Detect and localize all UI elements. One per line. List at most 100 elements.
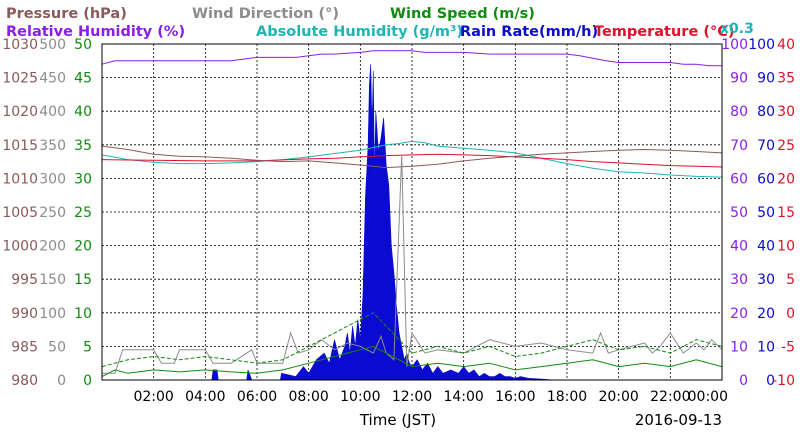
y-tick-temperature: 35 (777, 71, 795, 87)
rain-rate-series (102, 64, 722, 381)
y-tick-pressure: 1030 (2, 37, 38, 53)
y-tick-temperature: 10 (777, 239, 795, 255)
legend-relative-humidity: Relative Humidity (%) (6, 24, 185, 40)
y-tick-rain_rate: 70 (757, 138, 775, 154)
y-tick-humidity: 70 (730, 138, 748, 154)
series-line-1 (101, 140, 723, 178)
legend-absolute-humidity: Absolute Humidity (g/m³) (256, 24, 463, 40)
legend-rain-rate: Rain Rate(mm/h) (460, 24, 598, 40)
axes: 9809859909951000100510101015102010251030… (2, 37, 795, 405)
y-tick-wind_speed: 50 (74, 37, 92, 53)
legend: Pressure (hPa) Wind Direction (°) Wind S… (6, 6, 754, 40)
x-tick-label: 18:00 (547, 389, 587, 405)
x-tick-label: 22:00 (650, 389, 690, 405)
plot-border (101, 43, 723, 381)
x-tick-label: 10:00 (340, 389, 380, 405)
y-tick-rain_rate: 60 (757, 171, 775, 187)
y-tick-humidity: 100 (721, 37, 748, 53)
x-tick-label: 16:00 (495, 389, 535, 405)
y-tick-pressure: 1010 (2, 171, 38, 187)
y-tick-humidity: 90 (730, 71, 748, 87)
y-tick-wind_direction: 300 (39, 171, 66, 187)
y-tick-wind_direction: 50 (48, 339, 66, 355)
y-tick-pressure: 980 (11, 373, 38, 389)
y-tick-rain_rate: 100 (748, 37, 775, 53)
y-tick-wind_speed: 35 (74, 138, 92, 154)
y-tick-pressure: 995 (11, 272, 38, 288)
y-tick-rain_rate: 50 (757, 205, 775, 221)
series-lines (101, 50, 723, 378)
y-tick-pressure: 1005 (2, 205, 38, 221)
y-tick-temperature: 25 (777, 138, 795, 154)
x-tick-label: 06:00 (237, 389, 277, 405)
y-tick-humidity: 40 (730, 239, 748, 255)
y-tick-rain_rate: 80 (757, 104, 775, 120)
y-tick-wind_direction: 100 (39, 306, 66, 322)
y-tick-wind_speed: 45 (74, 71, 92, 87)
y-tick-wind_direction: 350 (39, 138, 66, 154)
legend-scale-note: x0.3 (720, 21, 754, 37)
y-tick-wind_speed: 5 (83, 339, 92, 355)
x-tick-label: 02:00 (133, 389, 173, 405)
x-tick-label: 14:00 (443, 389, 483, 405)
y-tick-wind_speed: 20 (74, 239, 92, 255)
y-tick-temperature: 30 (777, 104, 795, 120)
y-tick-wind_direction: 500 (39, 37, 66, 53)
legend-wind-speed: Wind Speed (m/s) (390, 6, 535, 22)
y-tick-temperature: 15 (777, 205, 795, 221)
y-tick-rain_rate: 20 (757, 306, 775, 322)
y-tick-pressure: 1020 (2, 104, 38, 120)
series-line-3 (101, 145, 723, 169)
y-tick-wind_direction: 450 (39, 71, 66, 87)
series-line-6 (101, 312, 723, 368)
y-tick-temperature: 20 (777, 171, 795, 187)
y-tick-humidity: 20 (730, 306, 748, 322)
y-tick-temperature: 40 (777, 37, 795, 53)
y-tick-rain_rate: 10 (757, 339, 775, 355)
x-tick-label: 04:00 (185, 389, 225, 405)
legend-pressure: Pressure (hPa) (6, 6, 127, 22)
series-line-0 (101, 50, 722, 67)
y-tick-temperature: 0 (786, 306, 795, 322)
series-line-4 (102, 154, 723, 374)
y-tick-pressure: 1025 (2, 71, 38, 87)
y-tick-wind_speed: 15 (74, 272, 92, 288)
rain-rate-area (102, 64, 722, 381)
y-tick-pressure: 1000 (2, 239, 38, 255)
y-tick-humidity: 60 (730, 171, 748, 187)
y-tick-pressure: 985 (11, 339, 38, 355)
y-tick-wind_direction: 200 (39, 239, 66, 255)
y-tick-wind_speed: 10 (74, 306, 92, 322)
series-line-2 (101, 153, 723, 168)
y-tick-wind_direction: 0 (57, 373, 66, 389)
y-tick-temperature: 5 (786, 272, 795, 288)
y-tick-humidity: 10 (730, 339, 748, 355)
series-line-5 (101, 345, 723, 378)
y-tick-wind_speed: 25 (74, 205, 92, 221)
y-tick-rain_rate: 30 (757, 272, 775, 288)
y-tick-pressure: 1015 (2, 138, 38, 154)
x-tick-label: 12:00 (392, 389, 432, 405)
y-tick-temperature: -10 (772, 373, 795, 389)
x-tick-label: 08:00 (288, 389, 328, 405)
grid (102, 44, 722, 380)
y-tick-rain_rate: 0 (766, 373, 775, 389)
y-tick-humidity: 80 (730, 104, 748, 120)
y-tick-humidity: 50 (730, 205, 748, 221)
y-tick-wind_direction: 150 (39, 272, 66, 288)
plot-frame (101, 43, 723, 381)
y-tick-wind_speed: 30 (74, 171, 92, 187)
y-tick-wind_speed: 40 (74, 104, 92, 120)
legend-wind-direction: Wind Direction (°) (192, 6, 339, 22)
y-tick-wind_direction: 400 (39, 104, 66, 120)
y-tick-rain_rate: 40 (757, 239, 775, 255)
y-tick-temperature: -5 (781, 339, 795, 355)
y-tick-rain_rate: 90 (757, 71, 775, 87)
y-tick-wind_direction: 250 (39, 205, 66, 221)
y-tick-humidity: 0 (739, 373, 748, 389)
y-tick-humidity: 30 (730, 272, 748, 288)
legend-temperature: Temperature (°C) (594, 24, 735, 40)
x-tick-label: 20:00 (598, 389, 638, 405)
x-axis-label: Time (JST) (359, 411, 436, 429)
